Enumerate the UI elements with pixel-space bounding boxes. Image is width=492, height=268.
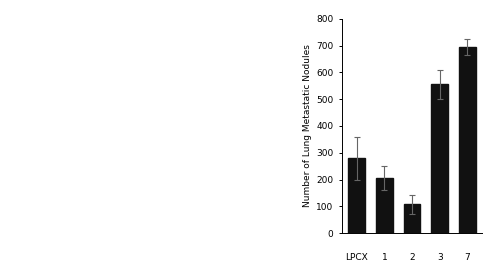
Bar	[431, 84, 448, 233]
Bar	[459, 47, 476, 233]
Y-axis label: Number of Lung Metastatic Nodules: Number of Lung Metastatic Nodules	[303, 44, 312, 207]
Text: 7: 7	[464, 253, 470, 262]
Text: 2: 2	[409, 253, 415, 262]
Text: LPCX: LPCX	[345, 253, 368, 262]
Text: 1: 1	[381, 253, 387, 262]
Bar	[376, 178, 393, 233]
Bar	[404, 204, 420, 233]
Text: 3: 3	[437, 253, 443, 262]
Bar	[348, 158, 365, 233]
